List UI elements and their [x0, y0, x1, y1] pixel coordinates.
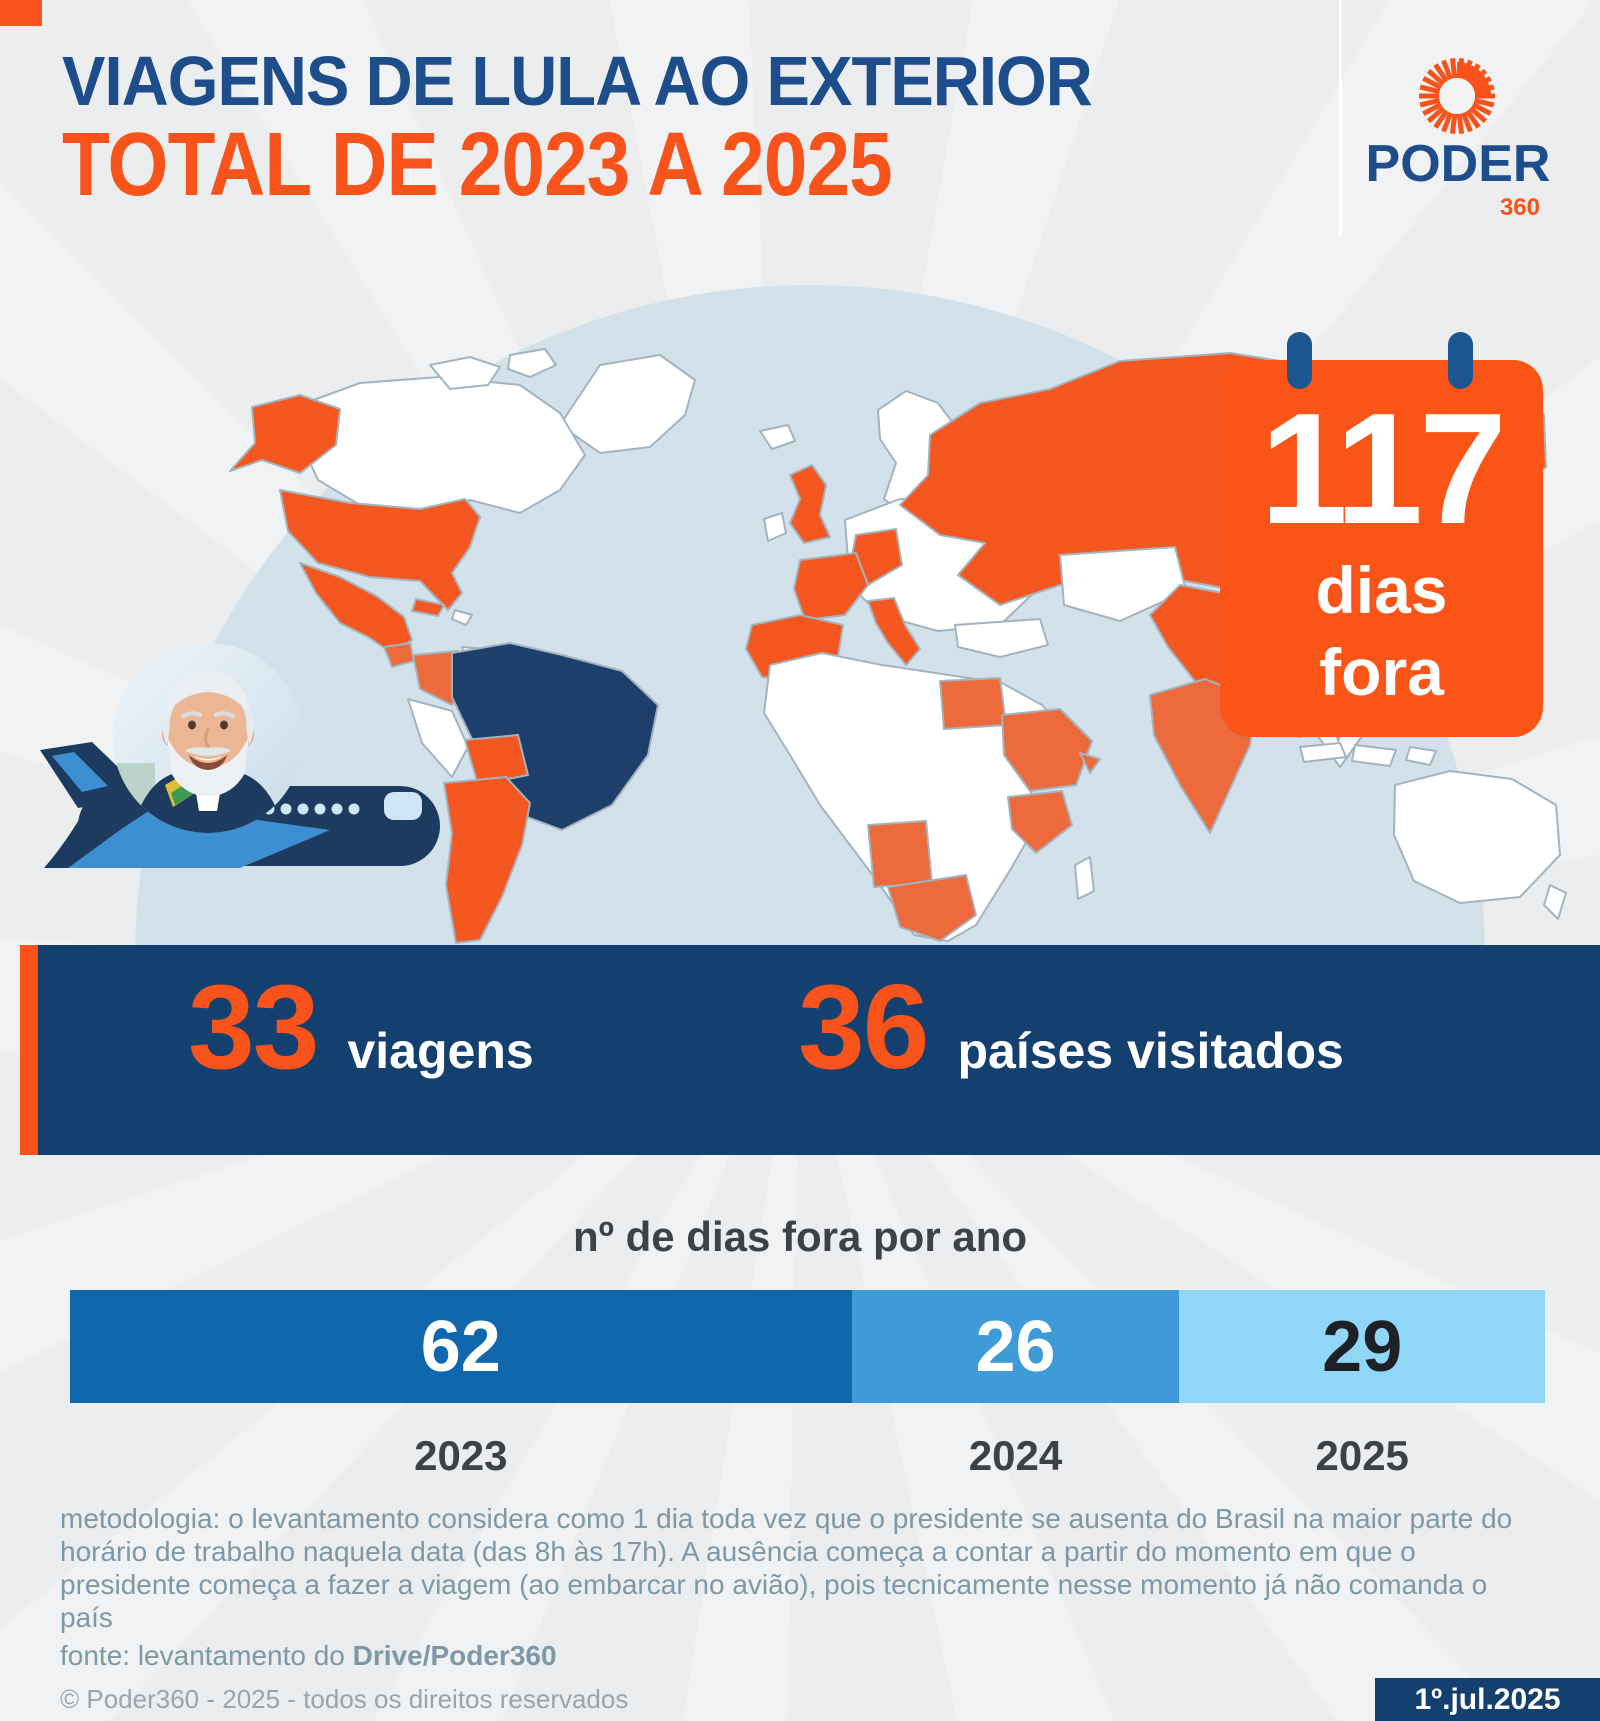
map-country-greenland [559, 354, 696, 454]
map-country-usa [279, 489, 481, 611]
year-labels: 2023 2024 2025 [70, 1432, 1545, 1480]
methodology-text: metodologia: o levantamento considera co… [60, 1503, 1513, 1633]
map-country-south-africa [887, 874, 977, 942]
lula-portrait [113, 643, 303, 833]
map-region-alaska [229, 394, 341, 474]
header-accent-tab [0, 0, 42, 26]
stat-countries-label: países visitados [957, 1023, 1344, 1079]
map-region-southern-cone [443, 776, 531, 944]
map-country-uae [1079, 752, 1101, 774]
map-country-kazakhstan [1059, 546, 1187, 622]
page-title-line2: TOTAL DE 2023 A 2025 [62, 115, 893, 215]
year-label-2024: 2024 [968, 1432, 1063, 1479]
bar-segment-2025: 29 [1179, 1290, 1545, 1403]
source-bold: Drive/Poder360 [352, 1640, 557, 1671]
stacked-bar: 62 26 29 [70, 1290, 1545, 1403]
page-title-line1: VIAGENS DE LULA AO EXTERIOR [62, 42, 1093, 120]
stat-countries: 36 países visitados [798, 967, 1344, 1087]
map-country-egypt [939, 677, 1007, 730]
map-country-ethiopia [1007, 790, 1073, 854]
map-country-turkey [954, 618, 1049, 658]
map-country-canada [299, 376, 586, 514]
poder360-sunburst-icon [1419, 57, 1495, 135]
map-country-australia [1393, 770, 1561, 904]
days-away-value: 117 [1260, 381, 1507, 557]
poder360-logo-text: PODER [1365, 135, 1551, 193]
sunburst-notch [1457, 62, 1491, 96]
year-label-2025: 2025 [1315, 1432, 1409, 1479]
map-island-madagascar [1074, 856, 1095, 900]
stats-band: 33 viagens 36 países visitados [0, 945, 1600, 1155]
stat-trips-value: 33 [188, 960, 319, 1094]
map-country-uk [789, 464, 831, 544]
map-country-bolivia [464, 734, 529, 786]
days-away-card: 117 dias fora [1220, 360, 1543, 737]
map-country-honduras [383, 642, 415, 668]
map-country-new-zealand [1543, 884, 1567, 920]
map-country-cuba [411, 598, 445, 617]
map-country-angola [867, 820, 933, 888]
copyright-text: © Poder360 - 2025 - todos os direitos re… [60, 1684, 629, 1714]
map-country-ireland [763, 512, 787, 542]
calendar-pin-right [1448, 332, 1473, 389]
logo-divider [1339, 0, 1342, 236]
stat-trips-label: viagens [347, 1023, 534, 1079]
date-badge: 1º.jul.2025 [1375, 1678, 1600, 1721]
stat-trips: 33 viagens [188, 967, 534, 1087]
map-island-hispaniola [451, 609, 473, 626]
calendar-pin-left [1287, 332, 1312, 389]
poder360-logo-360: 360 [1499, 194, 1540, 221]
stat-countries-value: 36 [798, 960, 929, 1094]
map-country-iceland [759, 424, 796, 450]
map-country-france [793, 552, 869, 621]
stats-accent-strip [20, 945, 38, 1155]
map-country-italy [867, 597, 921, 666]
bar-segment-2024: 26 [851, 1290, 1180, 1403]
days-away-label: dias fora [1315, 553, 1448, 709]
map-country-peru [407, 698, 469, 778]
year-label-2023: 2023 [414, 1432, 508, 1479]
bar-segment-2023: 62 [70, 1290, 852, 1403]
map-country-saudi-arabia [1001, 708, 1093, 792]
source-line: fonte: levantamento do Drive/Poder360 [60, 1640, 557, 1671]
map-region-indonesia [1299, 742, 1437, 767]
map-arctic-islands [429, 348, 557, 390]
chart-title: nº de dias fora por ano [572, 1213, 1028, 1260]
stats-panel [38, 945, 1600, 1155]
